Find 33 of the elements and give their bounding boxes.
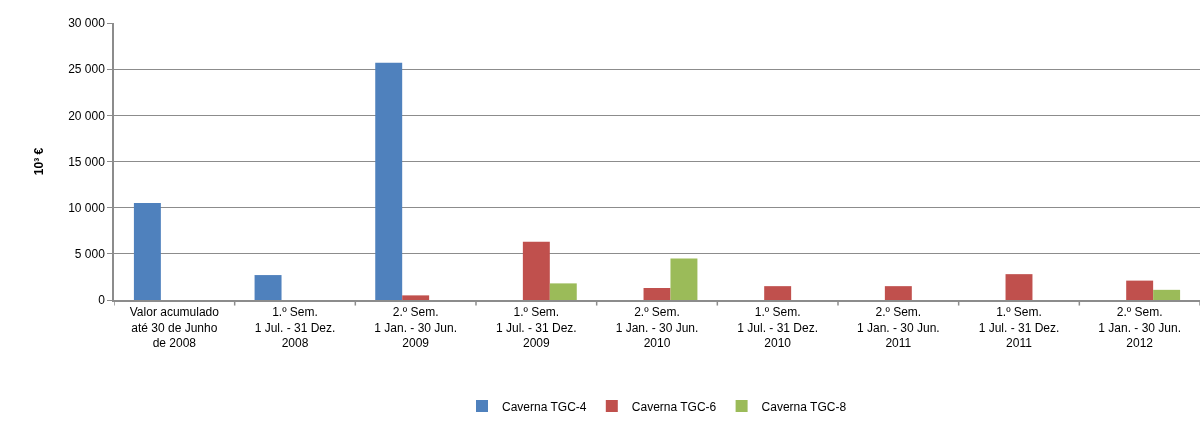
legend-label: Caverna TGC-4	[502, 399, 587, 414]
x-tick-label: 2.º Sem. 1 Jan. - 30 Jun. 2012	[1098, 305, 1182, 351]
bar	[254, 275, 282, 300]
bar	[402, 295, 430, 300]
y-tick-label: 25 000	[68, 62, 106, 77]
bar	[133, 203, 161, 300]
bar	[884, 286, 912, 300]
x-tick-label: 1.º Sem. 1 Jul. - 31 Dez. 2011	[978, 305, 1060, 351]
legend-label: Caverna TGC-8	[761, 399, 847, 414]
y-tick-label: 15 000	[68, 154, 106, 169]
bar	[764, 286, 792, 300]
x-tick-label: 2.º Sem. 1 Jan. - 30 Jun. 2011	[856, 305, 940, 351]
x-tick-label: Valor acumulado até 30 de Junho de 2008	[129, 305, 220, 351]
y-tick-label: 10 000	[68, 200, 106, 215]
bar	[522, 241, 550, 300]
x-tick-label: 1.º Sem. 1 Jul. - 31 Dez. 2010	[737, 305, 819, 351]
x-tick-label: 1.º Sem. 1 Jul. - 31 Dez. 2009	[495, 305, 577, 351]
x-tick-label: 2.º Sem. 1 Jan. - 30 Jun. 2009	[374, 305, 458, 351]
bar	[643, 288, 671, 300]
x-tick-label: 1.º Sem. 1 Jul. - 31 Dez. 2008	[254, 305, 336, 351]
y-axis-title: 10³ €	[31, 147, 46, 176]
y-tick-label: 20 000	[68, 108, 106, 123]
bar	[670, 258, 698, 300]
legend-label: Caverna TGC-6	[631, 399, 717, 414]
y-tick-label: 5 000	[74, 247, 106, 262]
bar	[1126, 280, 1154, 300]
bar	[1005, 274, 1033, 300]
x-tick-label: 2.º Sem. 1 Jan. - 30 Jun. 2010	[615, 305, 699, 351]
bar	[375, 62, 403, 300]
bar	[549, 283, 577, 300]
y-tick-label: 0	[98, 293, 106, 308]
y-tick-label: 30 000	[68, 16, 106, 31]
bar	[1153, 289, 1181, 300]
